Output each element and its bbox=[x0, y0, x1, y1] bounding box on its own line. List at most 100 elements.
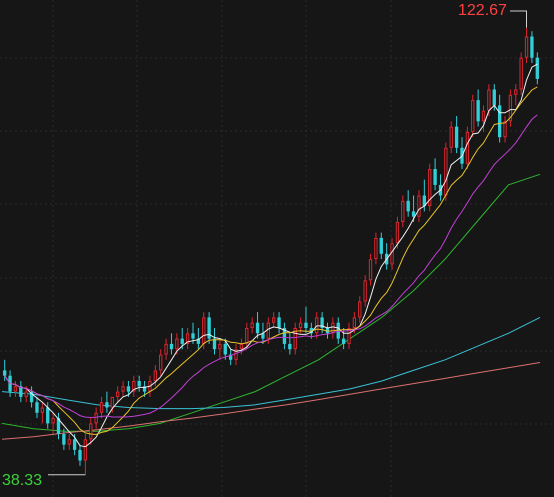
candle-body bbox=[110, 396, 114, 408]
candle-body bbox=[368, 259, 373, 281]
candle-up bbox=[514, 84, 518, 106]
candle-up bbox=[417, 190, 421, 222]
candle-body bbox=[519, 57, 523, 90]
candle-body bbox=[223, 343, 227, 355]
candle-body bbox=[250, 322, 254, 329]
candle-down bbox=[433, 158, 437, 191]
candle-up bbox=[524, 27, 529, 63]
candle-up bbox=[374, 232, 378, 265]
candle-down bbox=[497, 94, 502, 143]
candle-up bbox=[481, 105, 486, 132]
candle-up bbox=[503, 116, 507, 143]
candle-body bbox=[35, 402, 39, 413]
candle-body bbox=[481, 110, 486, 122]
candle-body bbox=[196, 338, 201, 344]
candle-up bbox=[519, 52, 523, 95]
candle-up bbox=[159, 349, 163, 376]
candle-body bbox=[245, 328, 249, 344]
candle-body bbox=[137, 381, 141, 387]
candle-down bbox=[169, 333, 174, 355]
candle-down bbox=[19, 381, 23, 403]
candle-up bbox=[40, 402, 45, 424]
candle-body bbox=[56, 418, 61, 434]
candle-up bbox=[508, 89, 513, 127]
candle-body bbox=[325, 328, 330, 334]
candle-body bbox=[175, 338, 179, 350]
candle-body bbox=[239, 343, 244, 350]
candle-body bbox=[363, 280, 367, 302]
candle-down bbox=[530, 31, 534, 63]
candle-up bbox=[358, 296, 362, 323]
ma5-line bbox=[4, 63, 538, 448]
candle-up bbox=[121, 381, 125, 397]
candle-up bbox=[272, 312, 276, 328]
candle-body bbox=[180, 338, 184, 344]
candle-body bbox=[492, 89, 496, 106]
candle-body bbox=[266, 322, 270, 339]
candle-body bbox=[272, 317, 276, 323]
candle-body bbox=[411, 211, 416, 217]
candle-body bbox=[352, 317, 357, 328]
candle-body bbox=[293, 328, 297, 350]
candle-body bbox=[422, 195, 426, 207]
candle-body bbox=[514, 89, 518, 95]
candle-body bbox=[476, 100, 480, 122]
candle-down bbox=[35, 396, 39, 419]
candle-body bbox=[535, 57, 539, 79]
candle-down bbox=[277, 312, 281, 334]
candle-body bbox=[331, 322, 335, 334]
candle-down bbox=[379, 232, 383, 260]
candle-up bbox=[315, 312, 319, 339]
candle-down bbox=[336, 317, 340, 344]
candle-up bbox=[153, 365, 157, 387]
candle-down bbox=[29, 386, 34, 408]
candle-body bbox=[207, 317, 211, 339]
candle-body bbox=[347, 328, 351, 344]
candle-down bbox=[304, 306, 308, 334]
candle-body bbox=[390, 243, 394, 265]
candle-body bbox=[261, 333, 265, 339]
candle-up bbox=[245, 322, 249, 350]
candle-down bbox=[62, 428, 66, 450]
candle-body bbox=[29, 391, 34, 403]
candle-body bbox=[169, 343, 174, 350]
candle-body bbox=[508, 94, 513, 122]
candle-down bbox=[3, 359, 7, 381]
candle-body bbox=[202, 317, 206, 344]
candle-up bbox=[368, 253, 373, 286]
candle-down bbox=[56, 412, 61, 440]
candle-body bbox=[62, 434, 66, 445]
candle-up bbox=[89, 418, 93, 445]
candle-body bbox=[395, 222, 400, 244]
candle-down bbox=[223, 338, 227, 360]
candle-body bbox=[487, 89, 491, 111]
candle-body bbox=[341, 338, 346, 344]
candle-body bbox=[228, 354, 233, 360]
candle-up bbox=[363, 275, 367, 307]
candle-up bbox=[395, 216, 400, 249]
candle-up bbox=[132, 375, 136, 397]
candle-down bbox=[492, 84, 496, 111]
extreme-markers bbox=[48, 10, 527, 476]
candle-body bbox=[358, 301, 362, 318]
candle-body bbox=[454, 126, 459, 148]
candle-body bbox=[94, 412, 98, 424]
candle-body bbox=[24, 391, 28, 397]
candle-down bbox=[411, 195, 416, 222]
candle-body bbox=[51, 418, 55, 424]
candle-up bbox=[471, 94, 475, 138]
candle-up bbox=[94, 407, 98, 429]
candle-body bbox=[46, 407, 50, 424]
candle-up bbox=[444, 142, 448, 201]
candle-body bbox=[126, 386, 131, 392]
candle-body bbox=[40, 407, 45, 413]
candle-body bbox=[83, 439, 88, 461]
candle-body bbox=[132, 381, 136, 392]
candle-down bbox=[325, 322, 330, 339]
candle-body bbox=[465, 131, 470, 164]
candle-body bbox=[379, 237, 383, 254]
candle-down bbox=[454, 116, 459, 154]
candle-down bbox=[255, 312, 260, 339]
